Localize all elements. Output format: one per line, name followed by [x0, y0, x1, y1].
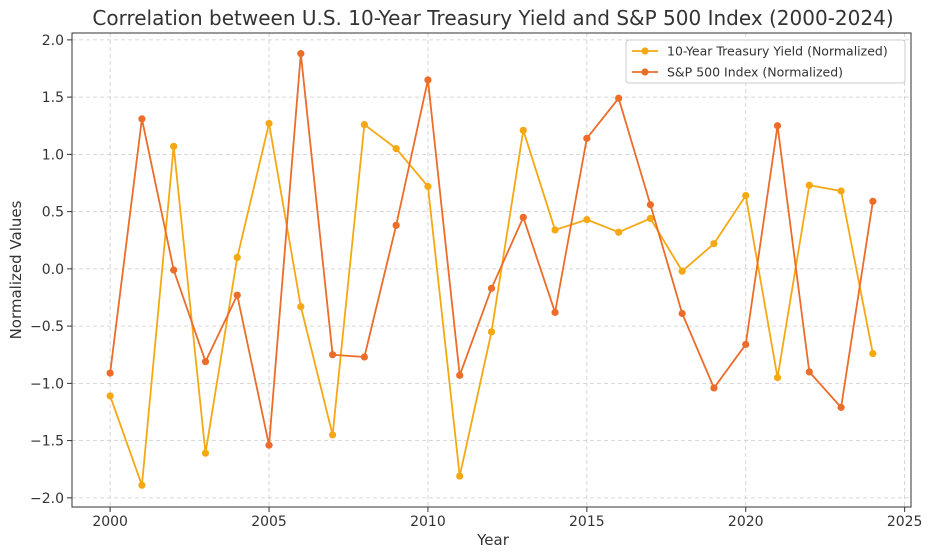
x-tick-label: 2010 — [410, 514, 446, 530]
data-point — [583, 216, 591, 224]
data-point — [551, 226, 559, 234]
data-point — [742, 191, 750, 200]
data-point — [869, 349, 877, 358]
data-point — [519, 126, 527, 134]
x-tick-label: 2025 — [887, 514, 923, 530]
data-point — [328, 431, 337, 439]
data-point — [138, 115, 146, 123]
legend-label: S&P 500 Index (Normalized) — [667, 65, 843, 80]
data-point — [742, 340, 750, 349]
data-point — [297, 303, 305, 311]
data-point — [424, 182, 432, 191]
data-point — [519, 213, 527, 221]
data-point — [615, 94, 623, 102]
data-point — [138, 481, 146, 489]
y-tick-label: −1.0 — [30, 376, 64, 392]
x-tick-label: 2015 — [569, 514, 605, 530]
data-point — [170, 142, 178, 150]
data-point — [392, 221, 400, 229]
y-tick-label: −0.5 — [30, 319, 64, 335]
series-1 — [106, 119, 877, 489]
x-axis-label: Year — [476, 531, 510, 549]
data-point — [424, 76, 432, 84]
y-tick-label: 1.5 — [42, 90, 64, 106]
data-point — [615, 228, 623, 236]
data-point — [487, 284, 496, 292]
y-tick-label: −2.0 — [30, 491, 64, 507]
data-point — [646, 201, 655, 209]
data-point — [233, 253, 241, 262]
legend-item-2: S&P 500 Index (Normalized) — [632, 65, 843, 80]
y-tick-label: 1.0 — [42, 147, 64, 163]
data-point — [583, 134, 591, 142]
y-axis-label: Normalized Values — [7, 200, 25, 339]
y-tick-label: −1.5 — [30, 434, 64, 450]
axis-layer: 2000 2005 2010 2015 2020 2025 −2.0 −1.5 −1.0 −0.5… — [30, 33, 922, 530]
series-line — [109, 122, 874, 487]
legend: 10-Year Treasury Yield (Normalized) S&P 5… — [625, 39, 906, 84]
data-point — [233, 291, 241, 299]
legend-marker — [641, 47, 649, 55]
data-point — [710, 384, 718, 392]
series-layer — [106, 50, 877, 489]
data-point — [710, 240, 718, 248]
data-point — [551, 308, 559, 316]
y-tick-label: 2.0 — [42, 33, 64, 49]
data-point — [201, 357, 210, 366]
series-line — [109, 52, 874, 447]
data-point — [170, 266, 178, 274]
data-point — [106, 369, 114, 377]
data-point — [360, 353, 368, 361]
data-point — [456, 371, 464, 379]
data-point — [837, 403, 845, 411]
data-point — [360, 120, 368, 129]
data-point — [392, 145, 400, 153]
data-point — [646, 214, 655, 223]
plot-frame — [71, 32, 912, 508]
data-point — [201, 449, 210, 457]
legend-item-1: 10-Year Treasury Yield (Normalized) — [632, 44, 888, 59]
x-tick-label: 2005 — [251, 514, 287, 530]
legend-box — [625, 39, 906, 84]
legend-label: 10-Year Treasury Yield (Normalized) — [667, 44, 888, 59]
x-tick-label: 2000 — [92, 514, 128, 530]
data-point — [487, 328, 496, 336]
data-point — [328, 351, 337, 359]
legend-marker — [641, 68, 649, 76]
data-point — [869, 197, 877, 205]
y-tick-label: 0.0 — [42, 262, 64, 278]
x-tick-label: 2020 — [728, 514, 764, 530]
chart-title: Correlation between U.S. 10-Year Treasur… — [92, 6, 893, 30]
data-point — [837, 187, 845, 195]
series-2 — [106, 50, 877, 449]
data-point — [456, 472, 464, 480]
data-point — [297, 50, 305, 58]
data-point — [805, 368, 813, 376]
data-point — [773, 374, 782, 382]
data-point — [805, 181, 813, 189]
grid-layer — [72, 33, 911, 507]
y-tick-label: 0.5 — [42, 205, 64, 221]
data-point — [678, 309, 686, 318]
data-point — [773, 122, 782, 130]
data-point — [106, 392, 114, 400]
data-point — [678, 267, 686, 275]
data-point — [265, 119, 273, 128]
data-point — [265, 441, 273, 449]
